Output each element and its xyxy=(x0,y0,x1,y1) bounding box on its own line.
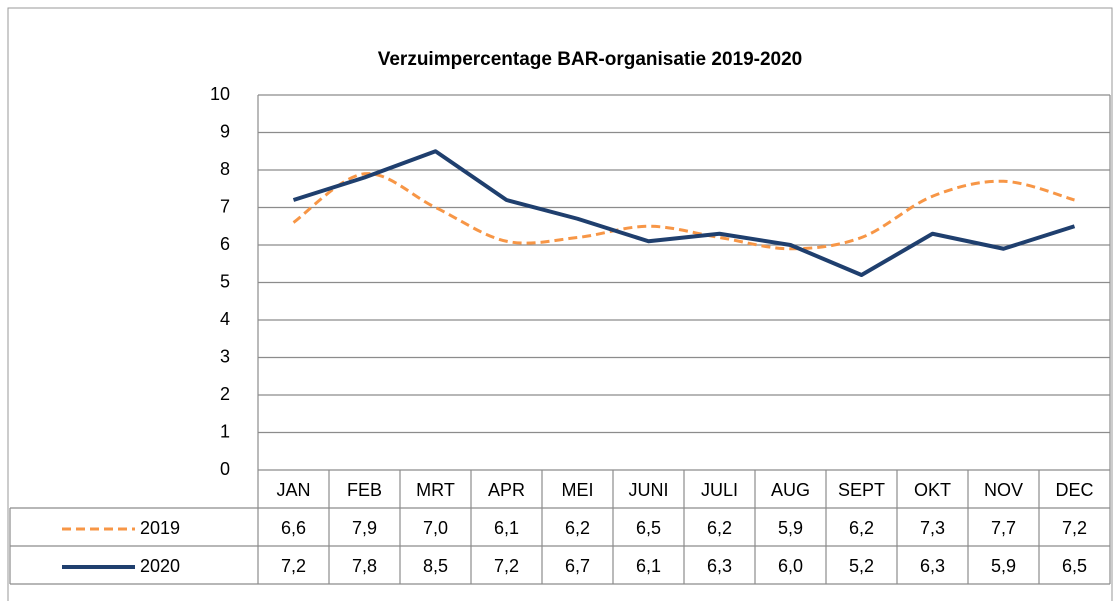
data-label: 6,2 xyxy=(849,518,874,538)
data-label: 5,2 xyxy=(849,556,874,576)
data-label: 7,7 xyxy=(991,518,1016,538)
data-label: 5,9 xyxy=(991,556,1016,576)
y-tick-label: 7 xyxy=(220,196,230,216)
chart-title: Verzuimpercentage BAR-organisatie 2019-2… xyxy=(378,49,803,70)
data-label: 6,3 xyxy=(707,556,732,576)
y-tick-label: 5 xyxy=(220,271,230,291)
x-tick-label: APR xyxy=(488,480,525,500)
y-tick-label: 0 xyxy=(220,459,230,479)
y-tick-label: 1 xyxy=(220,421,230,441)
x-tick-label: AUG xyxy=(771,480,810,500)
data-label: 6,2 xyxy=(707,518,732,538)
data-label: 6,6 xyxy=(281,518,306,538)
data-label: 8,5 xyxy=(423,556,448,576)
x-tick-label: OKT xyxy=(914,480,951,500)
x-tick-label: NOV xyxy=(984,480,1023,500)
data-label: 7,9 xyxy=(352,518,377,538)
y-tick-label: 9 xyxy=(220,121,230,141)
data-label: 5,9 xyxy=(778,518,803,538)
legend-label: 2020 xyxy=(140,556,180,576)
data-label: 7,3 xyxy=(920,518,945,538)
x-tick-label: MRT xyxy=(416,480,455,500)
y-tick-label: 8 xyxy=(220,159,230,179)
data-label: 7,2 xyxy=(494,556,519,576)
series-line xyxy=(292,172,1075,251)
y-tick-label: 6 xyxy=(220,234,230,254)
y-tick-label: 2 xyxy=(220,384,230,404)
data-label: 6,2 xyxy=(565,518,590,538)
x-tick-label: JUNI xyxy=(629,480,669,500)
x-tick-label: JAN xyxy=(276,480,310,500)
data-label: 6,1 xyxy=(494,518,519,538)
data-label: 6,7 xyxy=(565,556,590,576)
series-line xyxy=(292,149,1076,277)
x-tick-label: MEI xyxy=(561,480,593,500)
data-label: 7,2 xyxy=(1062,518,1087,538)
data-label: 6,3 xyxy=(920,556,945,576)
x-tick-label: JULI xyxy=(701,480,738,500)
x-tick-label: FEB xyxy=(347,480,382,500)
x-tick-label: SEPT xyxy=(838,480,885,500)
data-label: 7,0 xyxy=(423,518,448,538)
y-tick-label: 3 xyxy=(220,346,230,366)
data-label: 7,8 xyxy=(352,556,377,576)
data-label: 6,5 xyxy=(1062,556,1087,576)
y-tick-label: 10 xyxy=(210,84,230,104)
legend-label: 2019 xyxy=(140,518,180,538)
data-label: 6,5 xyxy=(636,518,661,538)
chart-border xyxy=(7,7,1113,601)
data-label: 6,0 xyxy=(778,556,803,576)
x-tick-label: DEC xyxy=(1055,480,1093,500)
data-label: 7,2 xyxy=(281,556,306,576)
y-tick-label: 4 xyxy=(220,309,230,329)
data-label: 6,1 xyxy=(636,556,661,576)
